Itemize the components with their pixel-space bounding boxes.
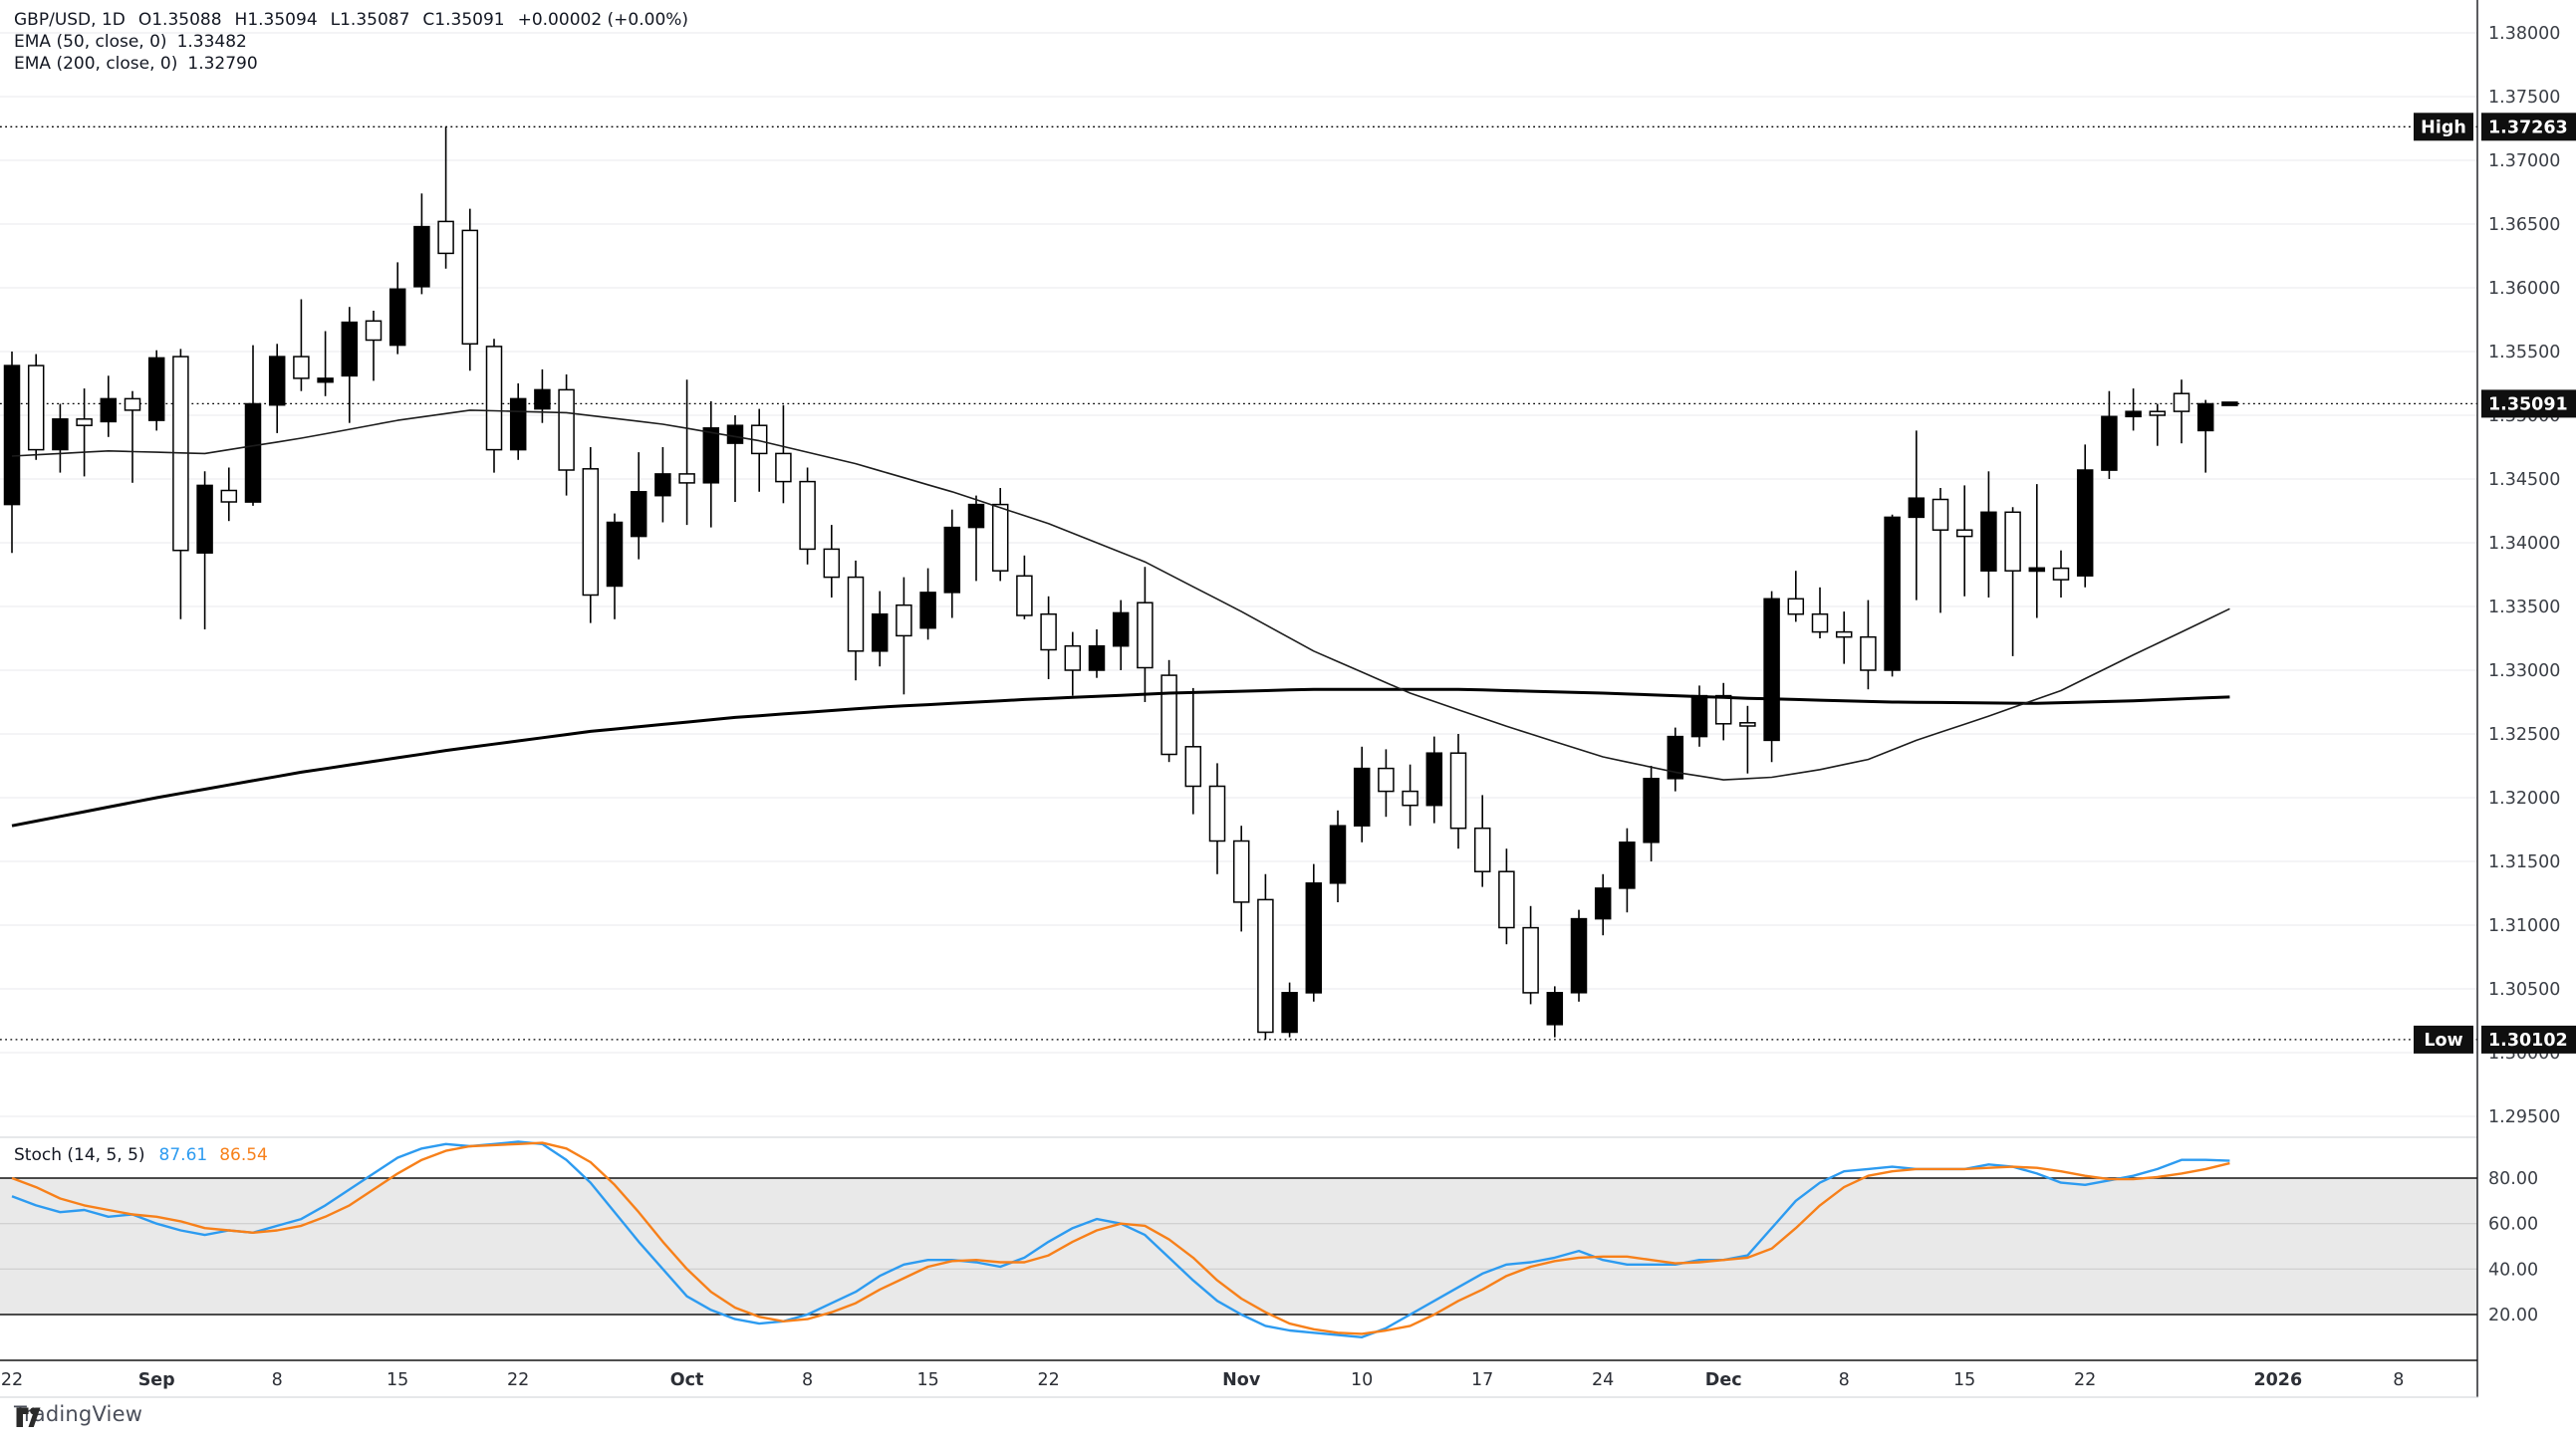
tradingview-watermark[interactable]: TradingView bbox=[14, 1402, 142, 1429]
svg-text:8: 8 bbox=[272, 1370, 283, 1390]
svg-text:8: 8 bbox=[802, 1370, 813, 1390]
svg-text:1.30500: 1.30500 bbox=[2488, 980, 2560, 1000]
svg-text:60.00: 60.00 bbox=[2488, 1215, 2538, 1235]
svg-text:1.34000: 1.34000 bbox=[2488, 534, 2560, 554]
svg-text:15: 15 bbox=[916, 1370, 938, 1390]
stoch-label: Stoch (14, 5, 5) bbox=[14, 1145, 145, 1165]
price-change: +0.00002 (+0.00%) bbox=[517, 10, 689, 30]
stoch-k-value: 87.61 bbox=[158, 1145, 208, 1165]
svg-text:22: 22 bbox=[1, 1370, 23, 1390]
svg-text:40.00: 40.00 bbox=[2488, 1260, 2538, 1280]
high-price-badge: High 1.37263 bbox=[2414, 113, 2576, 141]
svg-text:1.37500: 1.37500 bbox=[2488, 88, 2560, 108]
svg-text:1.35091: 1.35091 bbox=[2488, 394, 2568, 414]
stoch-pane bbox=[0, 1136, 2477, 1361]
axis-frame bbox=[0, 0, 2478, 1398]
stoch-d-line bbox=[11, 1141, 2230, 1335]
ohlc-high: H1.35094 bbox=[234, 10, 318, 30]
svg-text:2026: 2026 bbox=[2253, 1370, 2302, 1390]
stoch-d-value: 86.54 bbox=[219, 1145, 268, 1165]
svg-text:8: 8 bbox=[1839, 1370, 1850, 1390]
svg-text:10: 10 bbox=[1351, 1370, 1373, 1390]
svg-text:24: 24 bbox=[1592, 1370, 1614, 1390]
svg-text:1.36500: 1.36500 bbox=[2488, 215, 2560, 235]
ema50-legend[interactable]: EMA (50, close, 0) 1.33482 bbox=[14, 32, 688, 53]
symbol-legend: GBP/USD, 1D O1.35088 H1.35094 L1.35087 C1.35… bbox=[14, 10, 688, 76]
ema200-label: EMA (200, close, 0) bbox=[14, 54, 178, 74]
svg-text:1.38000: 1.38000 bbox=[2488, 24, 2560, 44]
svg-text:1.37263: 1.37263 bbox=[2488, 118, 2568, 137]
ema50-label: EMA (50, close, 0) bbox=[14, 32, 167, 52]
tradingview-logo-icon[interactable] bbox=[14, 1402, 41, 1429]
symbol-ohlc-row: GBP/USD, 1D O1.35088 H1.35094 L1.35087 C1.35… bbox=[14, 10, 688, 31]
svg-text:1.37000: 1.37000 bbox=[2488, 151, 2560, 171]
time-axis[interactable]: 22 Sep 8 15 22 Oct 8 15 22 Nov 10 17 24 Dec 8 15 22 2026 8 bbox=[1, 1370, 2405, 1390]
svg-text:80.00: 80.00 bbox=[2488, 1169, 2538, 1189]
svg-text:High: High bbox=[2421, 118, 2466, 137]
svg-text:Oct: Oct bbox=[670, 1370, 704, 1390]
low-price-badge: Low 1.30102 bbox=[2414, 1025, 2576, 1054]
svg-text:1.36000: 1.36000 bbox=[2488, 279, 2560, 299]
svg-text:8: 8 bbox=[2393, 1370, 2404, 1390]
svg-text:Nov: Nov bbox=[1222, 1370, 1261, 1390]
svg-text:1.31000: 1.31000 bbox=[2488, 916, 2560, 936]
svg-text:1.33000: 1.33000 bbox=[2488, 661, 2560, 681]
svg-text:1.34500: 1.34500 bbox=[2488, 470, 2560, 490]
stoch-legend[interactable]: Stoch (14, 5, 5) 87.61 86.54 bbox=[14, 1145, 268, 1165]
price-axis[interactable]: 1.38000 1.37500 1.37000 1.36500 1.36000 1.355… bbox=[2488, 24, 2560, 1325]
svg-text:20.00: 20.00 bbox=[2488, 1306, 2538, 1325]
svg-text:Low: Low bbox=[2424, 1031, 2462, 1051]
last-price-badge: 1.35091 bbox=[2481, 389, 2576, 418]
ema50-value: 1.33482 bbox=[176, 32, 247, 52]
symbol-title[interactable]: GBP/USD, 1D bbox=[14, 10, 126, 30]
svg-text:17: 17 bbox=[1471, 1370, 1493, 1390]
candles-series bbox=[3, 126, 2238, 1040]
ema200-line bbox=[11, 687, 2230, 828]
svg-text:1.33500: 1.33500 bbox=[2488, 598, 2560, 617]
price-gridlines bbox=[0, 32, 2477, 1117]
svg-text:Sep: Sep bbox=[138, 1370, 175, 1390]
ohlc-close: C1.35091 bbox=[422, 10, 505, 30]
ohlc-low: L1.35087 bbox=[330, 10, 410, 30]
svg-text:1.35500: 1.35500 bbox=[2488, 343, 2560, 362]
svg-text:1.30102: 1.30102 bbox=[2488, 1031, 2568, 1051]
ema200-legend[interactable]: EMA (200, close, 0) 1.32790 bbox=[14, 54, 688, 75]
svg-text:1.31500: 1.31500 bbox=[2488, 852, 2560, 872]
svg-text:15: 15 bbox=[1953, 1370, 1975, 1390]
ema50-line bbox=[11, 409, 2230, 781]
ema200-value: 1.32790 bbox=[187, 54, 258, 74]
svg-text:15: 15 bbox=[386, 1370, 408, 1390]
svg-text:22: 22 bbox=[2074, 1370, 2096, 1390]
svg-text:1.32500: 1.32500 bbox=[2488, 725, 2560, 745]
svg-text:1.32000: 1.32000 bbox=[2488, 789, 2560, 809]
svg-text:22: 22 bbox=[1037, 1370, 1059, 1390]
svg-text:Dec: Dec bbox=[1705, 1370, 1742, 1390]
svg-text:22: 22 bbox=[507, 1370, 529, 1390]
svg-text:1.29500: 1.29500 bbox=[2488, 1107, 2560, 1127]
ohlc-open: O1.35088 bbox=[137, 10, 222, 30]
